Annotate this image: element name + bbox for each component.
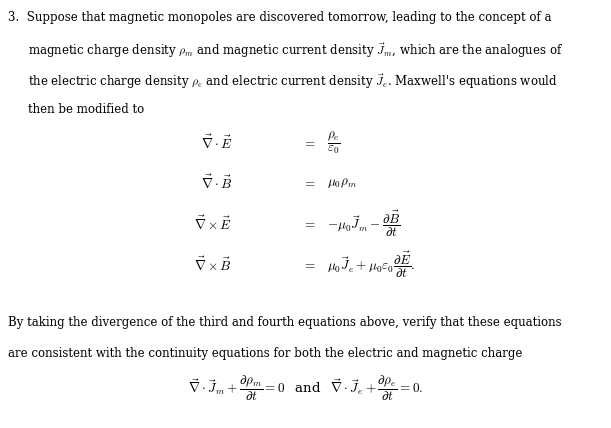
Text: $\vec{\nabla}\cdot\vec{E}$: $\vec{\nabla}\cdot\vec{E}$ <box>201 134 232 152</box>
Text: $=$: $=$ <box>302 136 315 149</box>
Text: then be modified to: then be modified to <box>28 103 144 116</box>
Text: $=$: $=$ <box>302 177 315 190</box>
Text: 3.  Suppose that magnetic monopoles are discovered tomorrow, leading to the conc: 3. Suppose that magnetic monopoles are d… <box>8 11 552 24</box>
Text: $=$: $=$ <box>302 217 315 230</box>
Text: $=$: $=$ <box>302 258 315 271</box>
Text: the electric charge density $\rho_e$ and electric current density $\vec{J}_e$. M: the electric charge density $\rho_e$ and… <box>28 72 558 91</box>
Text: $-\mu_0\vec{J}_m - \dfrac{\partial\vec{B}}{\partial t}$: $-\mu_0\vec{J}_m - \dfrac{\partial\vec{B… <box>327 209 401 239</box>
Text: $\vec{\nabla}\cdot\vec{B}$: $\vec{\nabla}\cdot\vec{B}$ <box>201 174 232 192</box>
Text: By taking the divergence of the third and fourth equations above, verify that th: By taking the divergence of the third an… <box>8 316 562 329</box>
Text: $\vec{\nabla}\times\vec{E}$: $\vec{\nabla}\times\vec{E}$ <box>194 215 232 233</box>
Text: $\dfrac{\rho_e}{\varepsilon_0}$: $\dfrac{\rho_e}{\varepsilon_0}$ <box>327 129 341 156</box>
Text: $\vec{\nabla}\cdot\vec{J}_m + \dfrac{\partial\rho_m}{\partial t} = 0$$\;\;$ and : $\vec{\nabla}\cdot\vec{J}_m + \dfrac{\pa… <box>188 374 423 403</box>
Text: are consistent with the continuity equations for both the electric and magnetic : are consistent with the continuity equat… <box>8 347 522 360</box>
Text: $\vec{\nabla}\times\vec{B}$: $\vec{\nabla}\times\vec{B}$ <box>194 256 232 273</box>
Text: $\mu_0 \rho_m$: $\mu_0 \rho_m$ <box>327 176 357 190</box>
Text: $\mu_0\vec{J}_e + \mu_0\varepsilon_0\dfrac{\partial\vec{E}}{\partial t}.$: $\mu_0\vec{J}_e + \mu_0\varepsilon_0\dfr… <box>327 250 415 279</box>
Text: magnetic charge density $\rho_m$ and magnetic current density $\vec{J}_m$, which: magnetic charge density $\rho_m$ and mag… <box>28 42 563 60</box>
